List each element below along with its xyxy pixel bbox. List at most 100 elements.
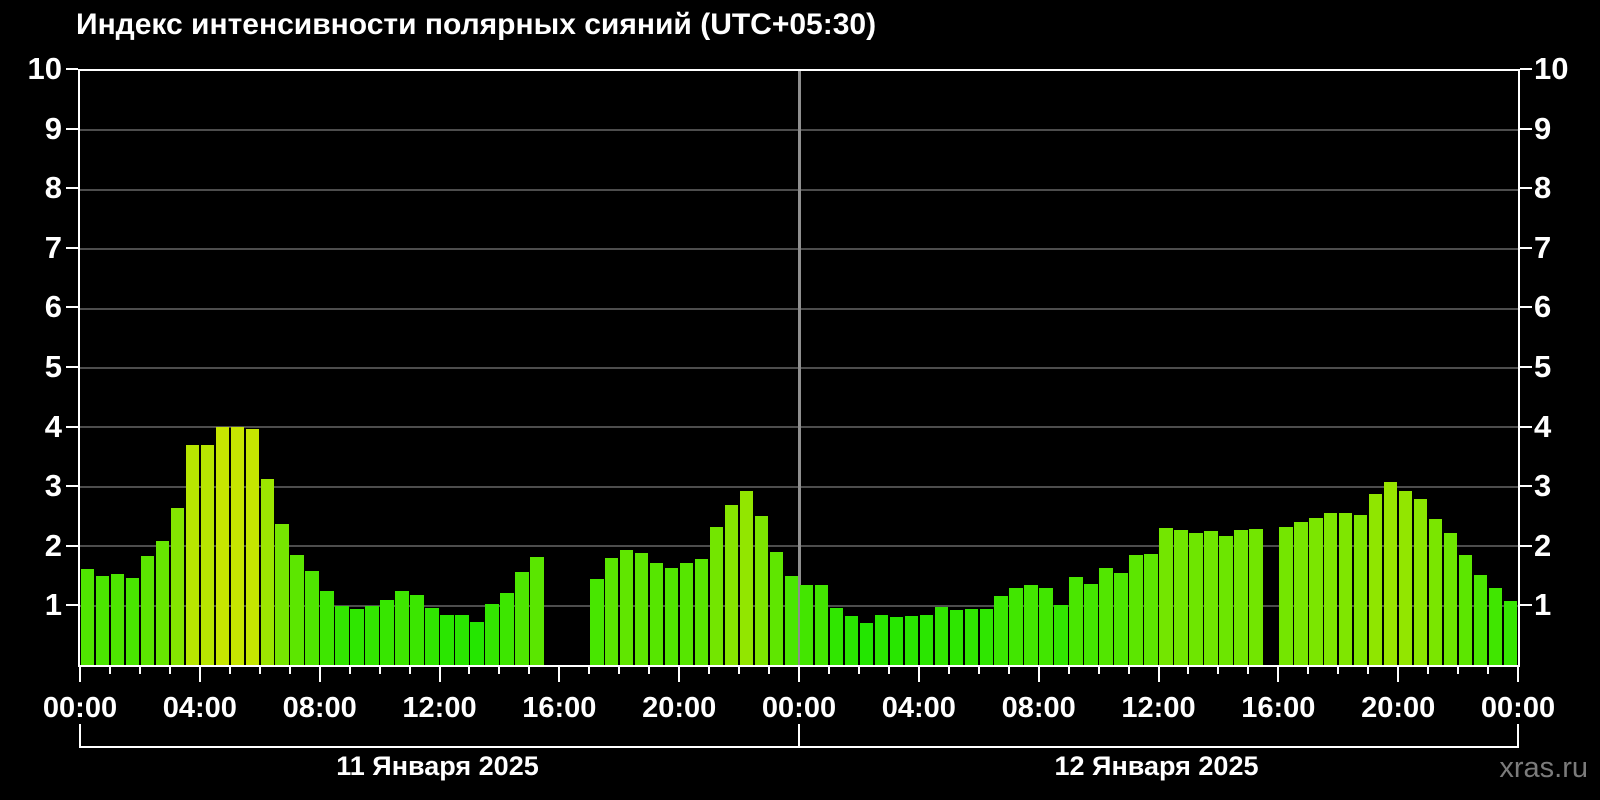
y-tick — [66, 544, 78, 547]
x-tick — [138, 665, 141, 674]
x-tick-label: 20:00 — [642, 692, 717, 724]
x-tick-label: 16:00 — [1241, 692, 1316, 724]
bar — [769, 551, 784, 665]
bar — [215, 427, 230, 665]
x-tick-label: 04:00 — [162, 692, 237, 724]
y-tick-label: 2 — [44, 527, 62, 563]
x-tick — [708, 665, 711, 674]
x-tick — [348, 665, 351, 674]
bar — [1144, 553, 1158, 665]
x-tick-label: 12:00 — [402, 692, 477, 724]
x-tick — [168, 665, 171, 674]
x-tick-label: 08:00 — [1001, 692, 1076, 724]
x-tick — [827, 665, 830, 674]
bar — [395, 591, 409, 665]
bar — [80, 569, 95, 665]
bar — [1024, 585, 1038, 665]
bar — [979, 609, 993, 665]
bar — [275, 524, 289, 665]
y-tick — [66, 604, 78, 607]
y-tick — [66, 68, 78, 70]
x-tick-label: 00:00 — [42, 692, 118, 724]
bar — [1413, 498, 1428, 665]
bar — [1039, 587, 1053, 665]
x-tick — [1307, 665, 1310, 674]
bar — [95, 575, 110, 665]
x-tick — [378, 665, 381, 674]
x-tick — [678, 665, 681, 682]
y-tick — [66, 425, 78, 428]
bar — [230, 427, 244, 665]
x-tick — [318, 665, 321, 682]
bar — [515, 572, 529, 665]
y-tick-label: 10 — [1534, 51, 1569, 86]
x-tick — [738, 665, 741, 674]
x-tick — [1517, 665, 1519, 682]
bar — [155, 541, 170, 665]
x-tick — [1337, 665, 1340, 674]
x-tick-label: 12:00 — [1121, 692, 1196, 724]
y-tick-label: 4 — [1534, 408, 1552, 444]
bar — [859, 623, 874, 665]
y-tick — [66, 366, 78, 368]
x-tick — [947, 665, 950, 674]
bar — [1159, 527, 1173, 665]
x-tick — [857, 665, 860, 674]
bar — [335, 605, 349, 665]
bar — [1219, 535, 1233, 665]
bar — [904, 615, 919, 665]
bar — [185, 444, 200, 665]
bar — [530, 556, 544, 665]
x-tick — [588, 665, 591, 674]
x-tick — [438, 665, 441, 682]
y-tick — [66, 485, 78, 488]
bar — [1458, 554, 1473, 665]
y-tick — [66, 306, 78, 309]
xras-watermark-link[interactable]: xras.ru — [1499, 752, 1588, 784]
bar — [260, 479, 274, 665]
bar — [1368, 493, 1383, 665]
bar — [170, 507, 185, 665]
bar — [814, 584, 829, 665]
x-tick — [1487, 665, 1490, 674]
x-tick — [1427, 665, 1430, 674]
x-tick — [1037, 665, 1040, 682]
bar — [350, 608, 364, 665]
x-tick — [648, 665, 651, 674]
x-tick — [1217, 665, 1220, 674]
y-tick — [1520, 366, 1532, 368]
x-tick-label: 08:00 — [282, 692, 357, 724]
bar — [1204, 530, 1218, 665]
y-tick-label: 6 — [1534, 289, 1552, 325]
bar — [1473, 575, 1488, 665]
y-tick-label: 5 — [44, 349, 62, 384]
x-tick — [498, 665, 501, 674]
bar — [1339, 512, 1353, 665]
bar — [1114, 572, 1128, 665]
y-tick — [66, 187, 78, 190]
bar — [110, 573, 125, 665]
x-tick-label: 00:00 — [1480, 692, 1556, 724]
x-tick — [528, 665, 531, 674]
bar — [934, 606, 949, 665]
bar — [365, 605, 379, 665]
date-label: 12 Января 2025 — [1054, 751, 1259, 781]
bar — [590, 578, 604, 665]
bar — [470, 622, 484, 665]
midnight-gridline — [797, 71, 801, 665]
bar — [1309, 518, 1323, 665]
bar — [1069, 577, 1083, 665]
bar — [784, 575, 799, 665]
y-tick-label: 5 — [1534, 349, 1552, 384]
x-tick — [288, 665, 291, 674]
x-tick — [258, 665, 261, 674]
x-tick — [1367, 665, 1370, 674]
bar — [380, 599, 394, 665]
x-tick — [198, 665, 201, 682]
day-bracket-tick — [1517, 724, 1519, 748]
y-tick-label: 3 — [1534, 468, 1552, 504]
x-tick — [1007, 665, 1010, 674]
bar — [649, 562, 664, 665]
bar — [1443, 533, 1458, 665]
